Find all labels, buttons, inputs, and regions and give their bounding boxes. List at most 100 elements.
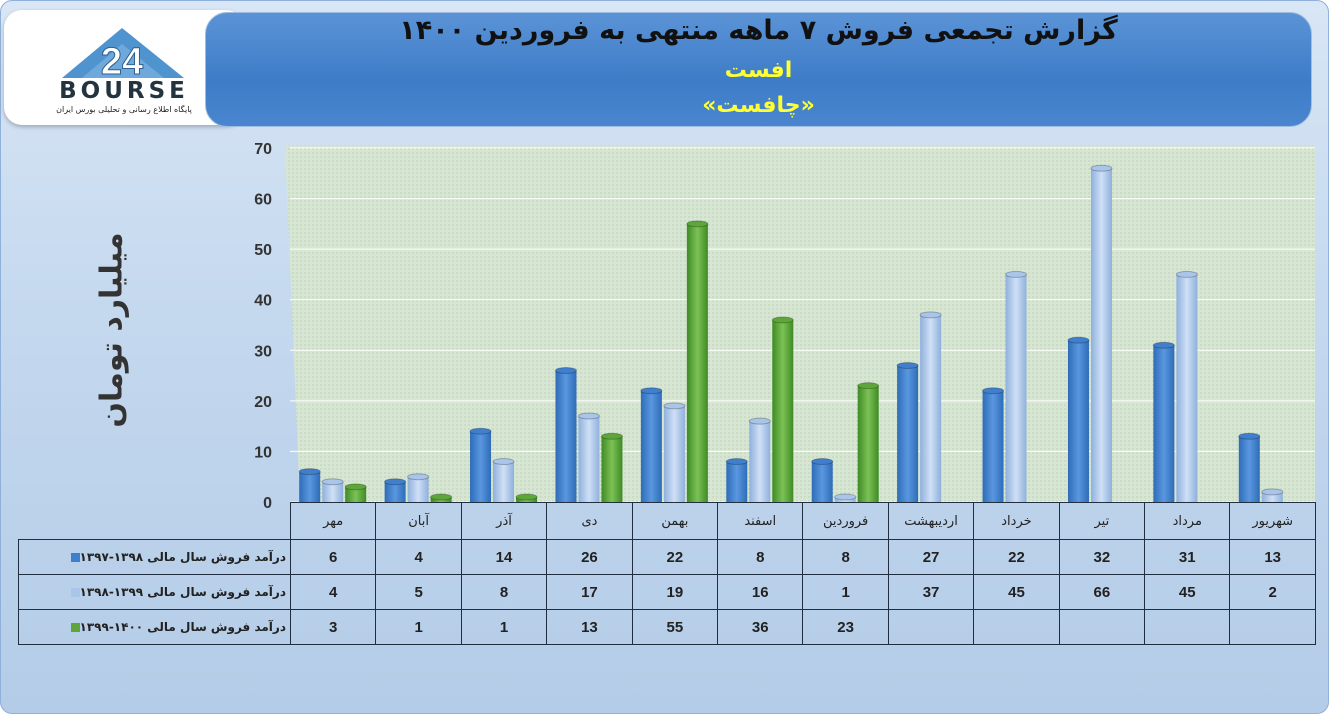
data-label: 32 (1058, 539, 1146, 575)
category-label: آبان (375, 502, 462, 540)
bar (920, 314, 942, 502)
bar (982, 390, 1004, 502)
table-row: درآمد فروش سال مالی ۱۳۹۹-۱۳۹۸ 4 5 8 17 19 16 1 3… (18, 574, 1316, 610)
data-label: 14 (460, 539, 548, 575)
category-label: شهریور (1229, 502, 1316, 540)
bar (345, 486, 367, 502)
data-label: 26 (546, 539, 633, 575)
company-name: افست (724, 58, 793, 83)
series-name: درآمد فروش سال مالی ۱۳۹۹-۱۳۹۸ (79, 585, 286, 599)
table-row: درآمد فروش سال مالی ۱۳۹۸-۱۳۹۷ 6 4 14 26 22 8 8 2… (18, 539, 1316, 575)
legend-entry: درآمد فروش سال مالی ۱۳۹۸-۱۳۹۷ (18, 539, 291, 575)
bar-cap (515, 493, 538, 501)
y-tick-label: 30 (254, 343, 272, 360)
bar-cap (857, 382, 880, 390)
data-label: 5 (375, 574, 462, 610)
data-label: 13 (546, 609, 633, 645)
data-label: 45 (1144, 574, 1231, 610)
data-label: 37 (887, 574, 975, 610)
bar (1238, 436, 1260, 502)
bars (298, 164, 1284, 502)
category-label: مرداد (1144, 502, 1231, 540)
data-label: 55 (631, 609, 719, 645)
data-label: 36 (717, 609, 804, 645)
category-label: تیر (1058, 502, 1146, 540)
data-label: 27 (887, 539, 975, 575)
data-label: 3 (289, 609, 377, 645)
bar-cap (834, 493, 857, 501)
bar-cap (896, 361, 919, 369)
bar-cap (600, 432, 623, 440)
bar (578, 416, 600, 502)
bar (749, 421, 771, 502)
data-label (973, 609, 1060, 645)
data-label: 4 (375, 539, 462, 575)
bar (857, 385, 879, 502)
bar (663, 405, 685, 502)
bar (1261, 491, 1283, 502)
data-label: 1 (375, 609, 462, 645)
data-label: 1 (460, 609, 548, 645)
bar (322, 481, 344, 502)
bar-cap (554, 367, 577, 375)
legend-swatch-icon (70, 588, 80, 597)
bar-cap (1067, 336, 1090, 344)
y-tick-label: 20 (254, 394, 272, 411)
table-row: درآمد فروش سال مالی ۱۴۰۰-۱۳۹۹ 3 1 1 13 55 36 23 (18, 609, 1316, 645)
data-label (1229, 609, 1316, 645)
bar (407, 476, 429, 502)
logo-mark-icon: 24 (62, 28, 184, 80)
category-label: مهر (289, 502, 377, 540)
y-axis-ticks: 0 10 20 30 40 50 60 70 (254, 141, 272, 512)
logo-wordmark: BOURSE (59, 78, 189, 104)
gridlines (290, 147, 1315, 503)
y-tick-label: 10 (254, 444, 272, 461)
bar (640, 390, 662, 502)
data-label: 6 (289, 539, 377, 575)
bar-cap (407, 473, 430, 481)
bar-cap (1261, 488, 1284, 496)
bar-cap (1175, 270, 1198, 278)
bar (470, 431, 492, 502)
series-name: درآمد فروش سال مالی ۱۳۹۸-۱۳۹۷ (79, 550, 286, 564)
y-tick-label: 0 (263, 495, 272, 512)
bar (897, 365, 919, 502)
bar-cap (748, 417, 771, 425)
report-title: گزارش تجمعی فروش ۷ ماهه منتهی به فروردین… (399, 15, 1118, 46)
bar-cap (469, 427, 492, 435)
category-label: اردیبهشت (887, 502, 975, 540)
svg-text:24: 24 (101, 41, 143, 80)
y-tick-label: 40 (254, 293, 272, 310)
plot-area (285, 145, 1315, 502)
data-label: 16 (717, 574, 804, 610)
data-label: 8 (802, 539, 889, 575)
logo-tagline: پایگاه اطلاع رسانی و تحلیلی بورس ایران (56, 105, 192, 114)
data-label: 19 (631, 574, 719, 610)
bar-cap (811, 458, 834, 466)
bar (686, 223, 708, 502)
bar-cap (771, 316, 794, 324)
legend-swatch-icon (70, 553, 80, 562)
y-tick-label: 50 (254, 242, 272, 259)
category-label: بهمن (631, 502, 719, 540)
bar (384, 481, 406, 502)
y-tick-label: 60 (254, 192, 272, 209)
data-label (887, 609, 975, 645)
bar (811, 461, 833, 502)
legend-swatch-icon (70, 623, 80, 632)
data-label (1144, 609, 1231, 645)
bar-cap (686, 220, 709, 228)
category-label: آذر (460, 502, 548, 540)
category-label: اسفند (717, 502, 804, 540)
bar-cap (725, 458, 748, 466)
data-label (1058, 609, 1146, 645)
ticker-symbol: «چافست» (702, 93, 815, 118)
data-label: 1 (802, 574, 889, 610)
bar-cap (982, 387, 1005, 395)
bar (555, 370, 577, 502)
data-label: 45 (973, 574, 1060, 610)
data-label: 4 (289, 574, 377, 610)
data-label: 8 (717, 539, 804, 575)
bar-cap (663, 402, 686, 410)
bourse-logo: 24 BOURSE پایگاه اطلاع رسانی و تحلیلی بو… (4, 10, 244, 125)
